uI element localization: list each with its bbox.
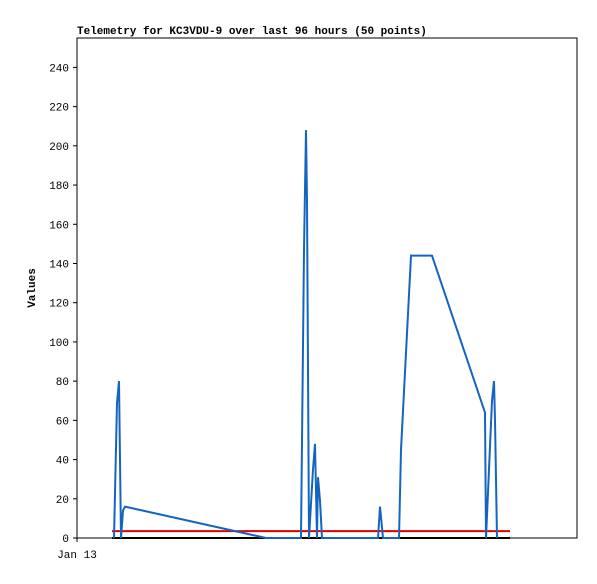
y-tick-label: 0 <box>62 534 69 546</box>
y-tick-label: 240 <box>49 63 69 75</box>
y-tick-label: 120 <box>49 299 69 311</box>
plot-frame <box>76 37 578 539</box>
y-tick-label: 20 <box>56 495 69 507</box>
x-tick-label: Jan 13 <box>57 550 97 562</box>
y-tick-label: 80 <box>56 377 69 389</box>
y-tick-label: 100 <box>49 338 69 350</box>
y-tick-label: 220 <box>49 103 69 115</box>
y-tick-label: 200 <box>49 142 69 154</box>
y-tick-label: 40 <box>56 456 69 468</box>
series-line <box>113 130 498 539</box>
y-tick-label: 140 <box>49 259 69 271</box>
chart-title: Telemetry for KC3VDU-9 over last 96 hour… <box>77 26 427 38</box>
y-tick-label: 160 <box>49 220 69 232</box>
y-axis-label: Values <box>27 268 39 308</box>
y-tick-label: 180 <box>49 181 69 193</box>
y-tick-label: 60 <box>56 416 69 428</box>
